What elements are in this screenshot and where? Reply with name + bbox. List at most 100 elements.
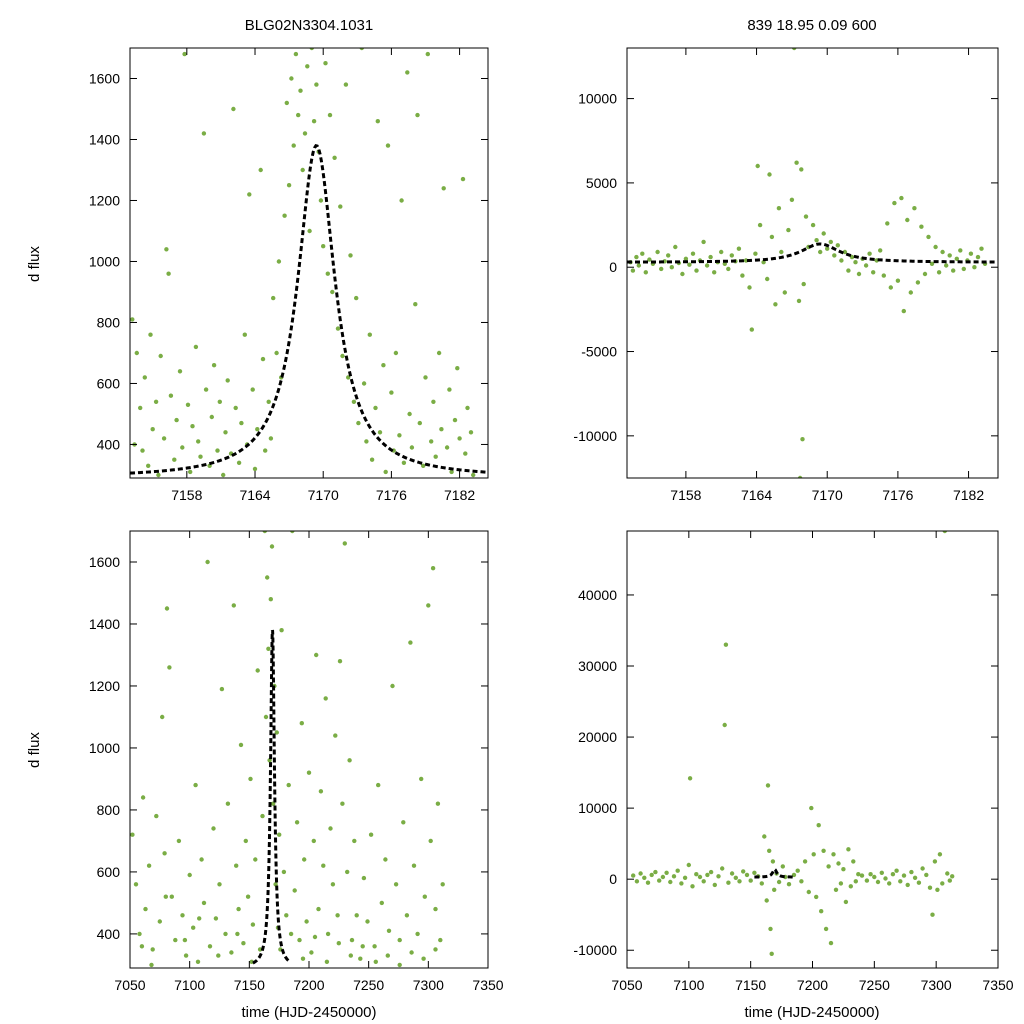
data-point (762, 834, 767, 839)
data-point (137, 931, 142, 937)
data-point (926, 234, 931, 240)
data-point (325, 931, 331, 937)
data-point (452, 417, 458, 423)
data-point (426, 603, 431, 608)
data-point (325, 271, 330, 276)
data-point (401, 820, 406, 825)
data-point (409, 445, 415, 450)
x-tick-label: 7176 (882, 487, 913, 503)
data-point (634, 879, 640, 884)
data-point (645, 880, 651, 885)
data-point (166, 271, 171, 276)
data-point (369, 457, 375, 462)
y-tick-label: 20000 (578, 729, 617, 745)
data-point (701, 239, 706, 245)
data-point (945, 871, 950, 876)
data-point (634, 254, 639, 260)
data-point (327, 112, 333, 118)
data-point (647, 257, 652, 262)
data-point (786, 227, 791, 233)
data-point (413, 302, 418, 307)
data-point (328, 826, 333, 831)
data-point (211, 826, 216, 831)
data-point (173, 937, 178, 943)
data-point (288, 931, 294, 937)
data-point (386, 928, 392, 933)
data-point (947, 878, 952, 883)
data-point (905, 882, 910, 888)
data-point (340, 353, 345, 359)
x-tick-label: 7150 (234, 977, 265, 993)
data-point (782, 290, 787, 295)
data-point (755, 163, 760, 169)
data-point (397, 937, 402, 943)
data-point (345, 869, 350, 875)
data-point (408, 640, 413, 645)
data-point (737, 879, 742, 884)
data-point (888, 285, 893, 290)
data-point (296, 112, 301, 118)
data-point (405, 70, 410, 75)
data-point (411, 863, 417, 868)
data-point (765, 276, 770, 282)
data-point (365, 919, 370, 924)
top-left-model-group (130, 144, 488, 475)
data-point (330, 289, 335, 295)
data-point (223, 430, 228, 435)
data-point (351, 399, 357, 404)
data-point (421, 956, 426, 961)
data-point (810, 222, 816, 228)
data-point (255, 668, 260, 673)
data-point (799, 879, 804, 884)
top-right-model-group (627, 242, 998, 264)
data-point (164, 606, 170, 611)
data-point (885, 221, 890, 226)
top-right-frame (626, 47, 999, 479)
x-tick-label: 7164 (239, 487, 270, 503)
data-point (673, 244, 678, 250)
data-point (666, 253, 671, 258)
data-point (819, 909, 824, 914)
data-point (942, 531, 947, 534)
data-point (321, 244, 326, 249)
x-tick-label: 7150 (735, 977, 766, 993)
data-point (668, 879, 673, 885)
y-tick-label: 400 (97, 436, 121, 452)
data-point (373, 405, 378, 411)
data-point (940, 249, 945, 255)
top-left-frame (129, 47, 489, 479)
data-point (255, 427, 260, 432)
data-point (932, 859, 938, 864)
data-point (801, 281, 806, 287)
data-point (686, 862, 691, 868)
y-tick-label: -5000 (581, 344, 617, 360)
data-point (429, 439, 434, 444)
data-point (191, 925, 196, 930)
data-point (767, 172, 772, 177)
data-point (814, 894, 819, 900)
data-point (215, 448, 220, 453)
data-point (373, 959, 378, 964)
data-point (802, 859, 808, 864)
data-point (930, 912, 935, 917)
data-point (158, 353, 163, 359)
data-point (929, 261, 935, 266)
data-point (659, 266, 664, 272)
data-point (856, 271, 862, 277)
data-point (694, 268, 699, 273)
data-point (277, 832, 282, 837)
data-point (284, 913, 289, 918)
data-point (916, 880, 922, 885)
x-tick-label: 7164 (741, 487, 772, 503)
data-point (912, 875, 918, 880)
data-point (835, 243, 840, 248)
data-point (164, 247, 169, 252)
data-point (433, 947, 438, 952)
x-tick-label: 7050 (114, 977, 145, 993)
data-point (849, 254, 855, 260)
data-point (846, 268, 851, 273)
data-point (838, 881, 844, 886)
y-axis-label-bottom: d flux (26, 732, 43, 768)
data-point (223, 931, 228, 937)
data-point (975, 254, 981, 260)
